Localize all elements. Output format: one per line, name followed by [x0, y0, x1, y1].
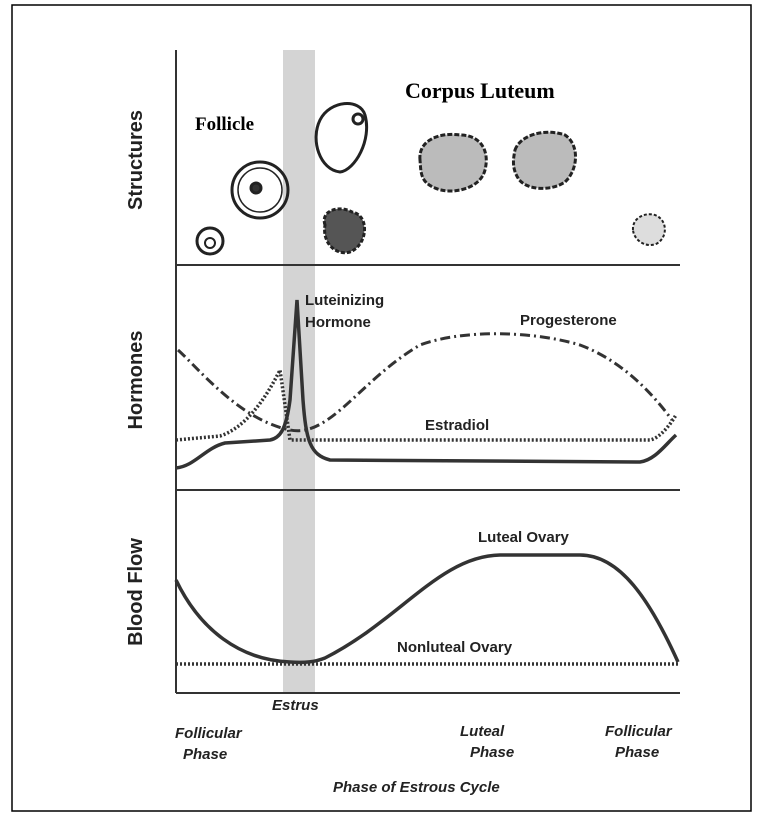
- label: Luteinizing: [305, 292, 384, 309]
- x-label: Follicular: [175, 725, 243, 742]
- x-title: Phase of Estrous Cycle: [333, 779, 500, 796]
- hormone-curves: [175, 299, 678, 470]
- axes: [175, 50, 680, 694]
- x-label: Phase: [183, 746, 227, 763]
- blood-flow-curves: [174, 553, 680, 666]
- label: Estradiol: [425, 417, 489, 434]
- label: Hormone: [305, 314, 371, 331]
- label: Progesterone: [520, 312, 617, 329]
- estrus-band: [283, 50, 315, 693]
- label: Follicle: [195, 114, 254, 135]
- label: Corpus Luteum: [405, 78, 555, 103]
- x-label: Follicular: [605, 723, 673, 740]
- label: Nonluteal Ovary: [397, 639, 513, 656]
- label: Luteal Ovary: [478, 529, 570, 546]
- x-label: Phase: [470, 744, 514, 761]
- x-label: Estrus: [272, 697, 319, 714]
- structure-icons: [195, 102, 666, 256]
- x-label: Phase: [615, 744, 659, 761]
- x-label: Luteal: [460, 723, 505, 740]
- panel-label: Blood Flow: [125, 538, 147, 646]
- frame: [11, 4, 752, 812]
- panel-label: Hormones: [125, 331, 147, 430]
- panel-label: Structures: [125, 110, 147, 210]
